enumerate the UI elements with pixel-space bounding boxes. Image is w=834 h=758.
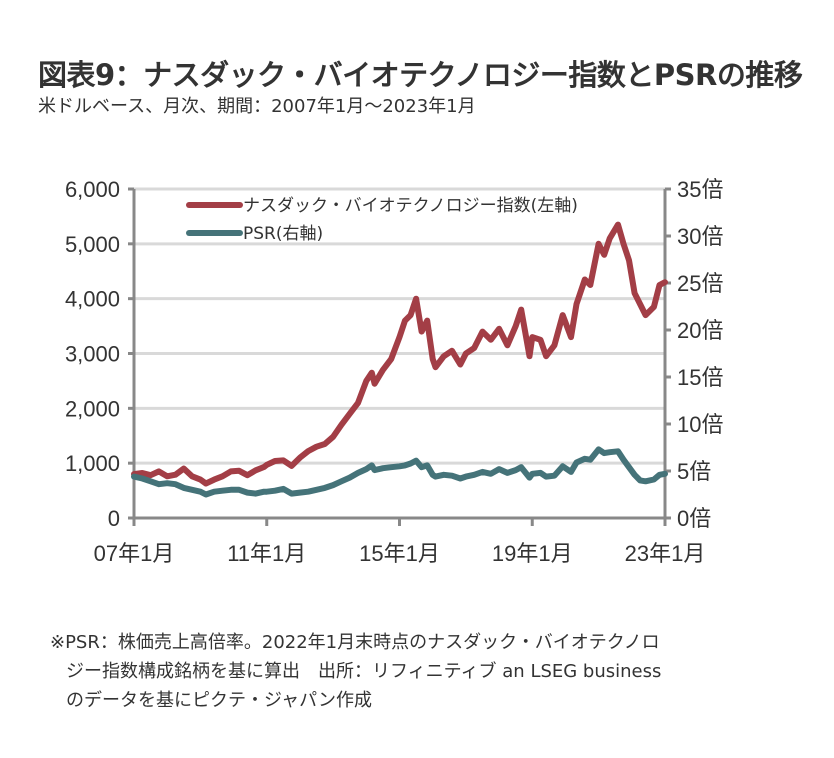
y-right-tick-label: 10倍 <box>677 412 723 437</box>
y-left-tick-label: 3,000 <box>65 342 120 367</box>
y-right-tick-label: 25倍 <box>677 271 723 296</box>
x-tick-label: 23年1月 <box>625 541 706 566</box>
y-right-tick-label: 15倍 <box>677 365 723 390</box>
y-left-tick-label: 0 <box>108 506 120 531</box>
legend: ナスダック・バイオテクノロジー指数(左軸) PSR(右軸) <box>186 196 578 244</box>
x-tick-label: 07年1月 <box>94 541 175 566</box>
y-right-tick-label: 0倍 <box>677 506 711 531</box>
axes <box>128 189 671 522</box>
chart-title: 図表9：ナスダック・バイオテクノロジー指数とPSRの推移 <box>38 58 803 92</box>
x-axis-ticks: 07年1月 11年1月 15年1月 19年1月 23年1月 <box>94 518 706 566</box>
x-tick-label: 19年1月 <box>492 541 573 566</box>
series-lines <box>131 221 668 498</box>
y-right-tick-label: 5倍 <box>677 459 711 484</box>
line-chart: 0 1,000 2,000 3,000 4,000 5,000 6,000 0倍 5倍 10倍 1… <box>65 177 724 566</box>
series-line-nasdaq-biotech <box>131 221 668 487</box>
y-axis-right-ticks: 0倍 5倍 10倍 15倍 20倍 25倍 30倍 35倍 <box>665 177 723 531</box>
y-right-tick-label: 20倍 <box>677 318 723 343</box>
footnote-line-3: のデータを基にピクテ・ジャパン作成 <box>66 690 372 711</box>
footnote: ※PSR：株価売上高倍率。2022年1月末時点のナスダック・バイオテクノロ ジー… <box>50 628 790 715</box>
y-left-tick-label: 4,000 <box>65 287 120 312</box>
y-right-tick-label: 30倍 <box>677 224 723 249</box>
x-tick-label: 15年1月 <box>359 541 440 566</box>
x-tick-label: 11年1月 <box>227 541 306 566</box>
footnote-line-1: ※PSR：株価売上高倍率。2022年1月末時点のナスダック・バイオテクノロ <box>50 632 660 653</box>
y-axis-left-ticks: 0 1,000 2,000 3,000 4,000 5,000 6,000 <box>65 177 134 531</box>
y-left-tick-label: 2,000 <box>65 396 120 421</box>
chart-subtitle: 米ドルベース、月次、期間：2007年1月～2023年1月 <box>38 96 476 117</box>
y-left-tick-label: 6,000 <box>65 177 120 202</box>
series-line-psr <box>131 446 668 498</box>
footnote-line-2: ジー指数構成銘柄を基に算出 出所：リフィニティブ an LSEG busines… <box>66 661 662 682</box>
y-right-tick-label: 35倍 <box>677 177 723 202</box>
y-left-tick-label: 1,000 <box>65 451 120 476</box>
y-left-tick-label: 5,000 <box>65 232 120 257</box>
legend-label-nbi: ナスダック・バイオテクノロジー指数(左軸) <box>243 196 578 216</box>
legend-label-psr: PSR(右軸) <box>243 224 323 244</box>
